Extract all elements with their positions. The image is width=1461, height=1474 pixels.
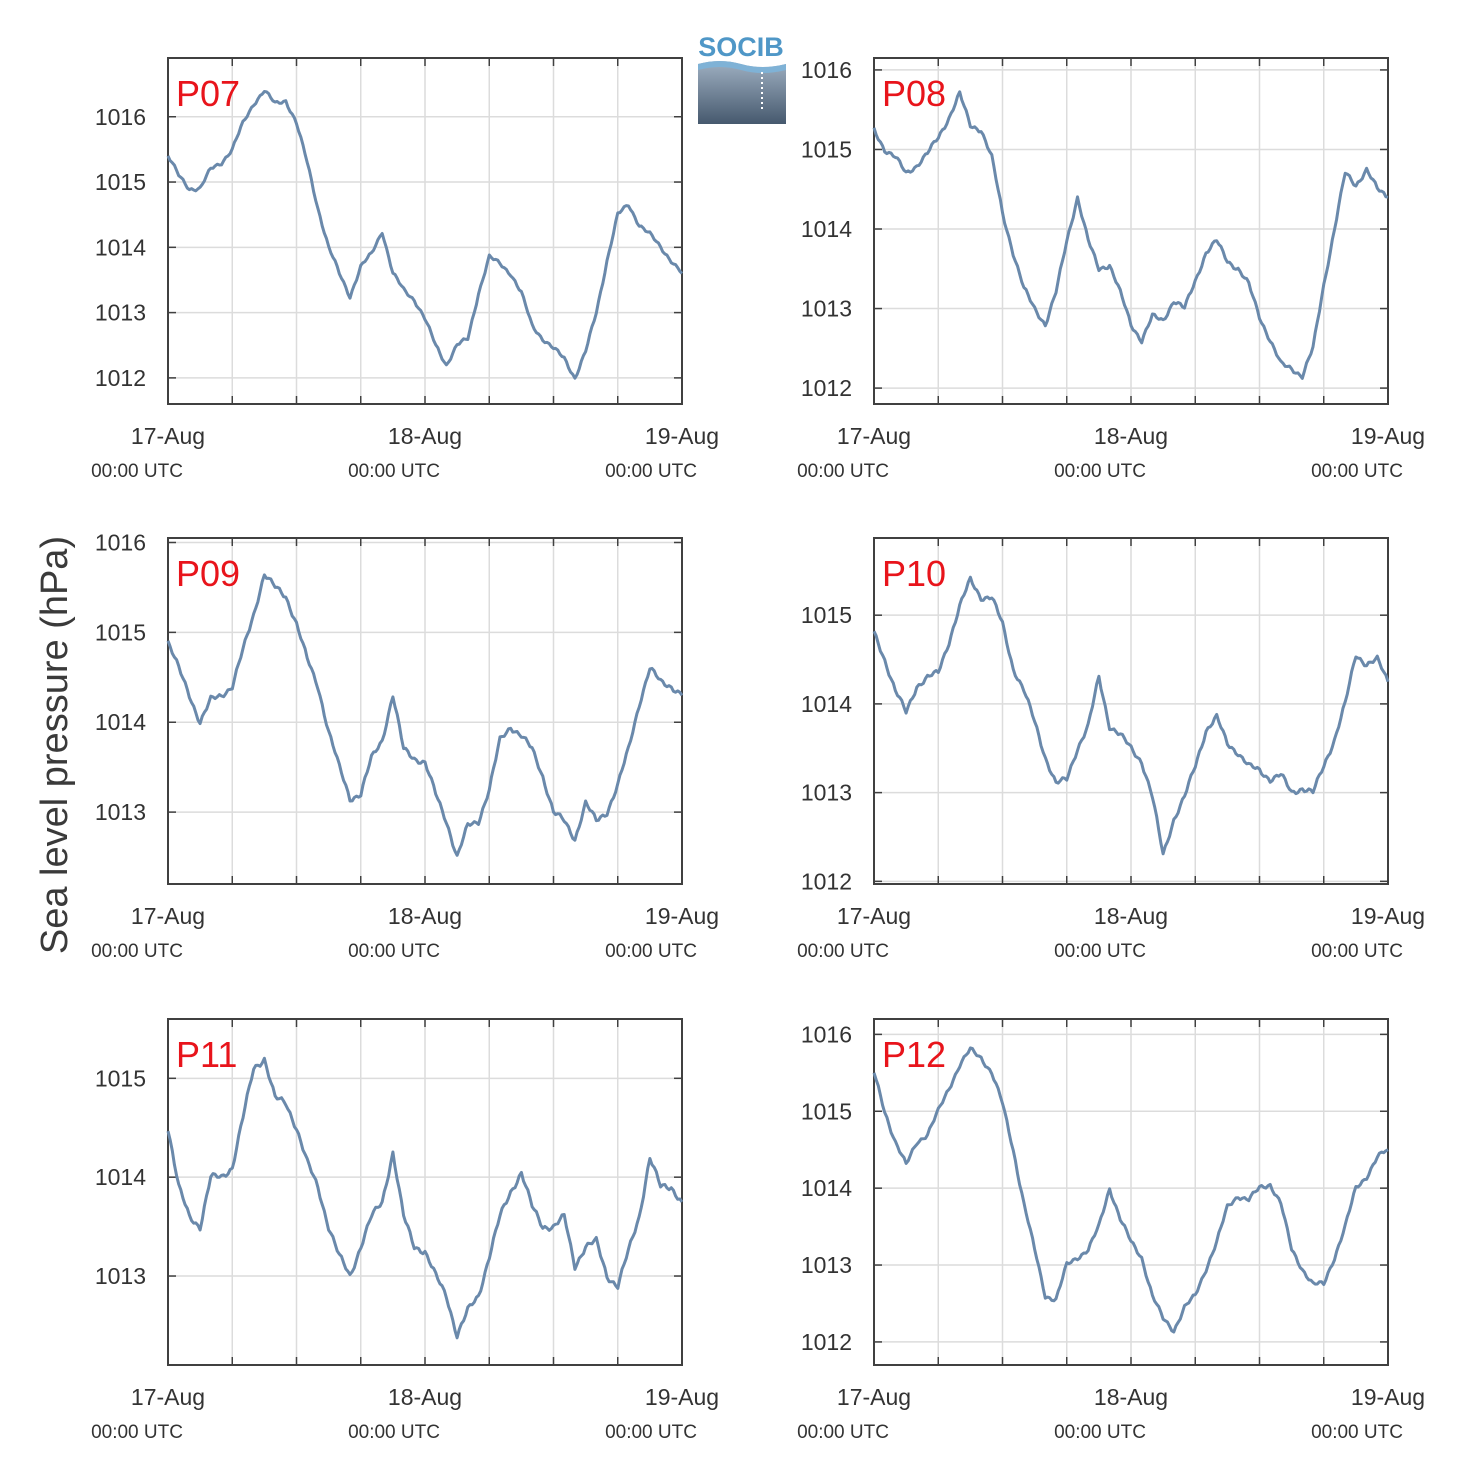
- logo-text: SOCIB: [698, 32, 784, 62]
- y-tick-label: 1014: [801, 691, 852, 717]
- x-tick-label: 19-Aug: [1351, 423, 1425, 449]
- x-tick-sublabel: 00:00 UTC: [1311, 1422, 1403, 1443]
- axes-frame: [873, 1018, 1389, 1366]
- x-tick-sublabel: 00:00 UTC: [1311, 461, 1403, 482]
- x-tick-label: 17-Aug: [131, 423, 205, 449]
- panel-p09: 1013 1014 1015 1016 17-Aug 00:00 UTC 18-Aug 00:…: [91, 529, 719, 962]
- y-tick-label: 1015: [95, 1065, 146, 1091]
- x-tick-sublabel: 00:00 UTC: [348, 461, 440, 482]
- axes-frame: [873, 537, 1389, 885]
- panel-p12: 1012 1013 1014 1015 1016 17-Aug 00:00 UTC 18-Au…: [797, 1018, 1425, 1443]
- x-tick-label: 18-Aug: [1094, 903, 1168, 929]
- x-tick-sublabel: 00:00 UTC: [1054, 941, 1146, 962]
- y-tick-label: 1013: [801, 1252, 852, 1278]
- panel-label: P11: [176, 1034, 237, 1075]
- x-tick-sublabel: 00:00 UTC: [605, 1422, 697, 1443]
- x-tick-sublabel: 00:00 UTC: [797, 1422, 889, 1443]
- x-tick-label: 18-Aug: [388, 1384, 462, 1410]
- x-tick-label: 19-Aug: [645, 1384, 719, 1410]
- x-tick-sublabel: 00:00 UTC: [605, 941, 697, 962]
- x-tick-label: 18-Aug: [388, 423, 462, 449]
- panel-p10: 1012 1013 1014 1015 17-Aug 00:00 UTC 18-Aug 00:…: [797, 537, 1425, 962]
- axes-frame: [873, 57, 1389, 405]
- series-line: [166, 90, 684, 380]
- series-line: [166, 1056, 684, 1340]
- x-tick-sublabel: 00:00 UTC: [91, 1422, 183, 1443]
- socib-logo: SOCIB: [698, 32, 786, 124]
- y-tick-label: 1016: [95, 529, 146, 555]
- x-tick-label: 17-Aug: [837, 1384, 911, 1410]
- panel-label: P12: [882, 1034, 946, 1075]
- x-tick-label: 19-Aug: [645, 903, 719, 929]
- x-tick-sublabel: 00:00 UTC: [348, 1422, 440, 1443]
- y-tick-label: 1016: [95, 104, 146, 130]
- y-tick-label: 1014: [801, 216, 852, 242]
- y-tick-label: 1012: [801, 1329, 852, 1355]
- y-tick-label: 1012: [95, 365, 146, 391]
- x-tick-label: 17-Aug: [131, 903, 205, 929]
- y-tick-label: 1015: [95, 169, 146, 195]
- y-tick-label: 1015: [801, 136, 852, 162]
- x-tick-sublabel: 00:00 UTC: [348, 941, 440, 962]
- x-tick-sublabel: 00:00 UTC: [91, 461, 183, 482]
- panel-label: P07: [176, 73, 240, 114]
- panel-label: P10: [882, 553, 946, 594]
- x-tick-label: 18-Aug: [1094, 423, 1168, 449]
- x-tick-sublabel: 00:00 UTC: [797, 461, 889, 482]
- x-tick-sublabel: 00:00 UTC: [1311, 941, 1403, 962]
- series-line: [872, 90, 1389, 380]
- y-tick-label: 1015: [801, 602, 852, 628]
- y-axis-label: Sea level pressure (hPa): [34, 536, 76, 954]
- x-tick-sublabel: 00:00 UTC: [91, 941, 183, 962]
- x-tick-label: 19-Aug: [1351, 1384, 1425, 1410]
- series-line: [872, 575, 1390, 856]
- panel-p08: 1012 1013 1014 1015 1016 17-Aug 00:00 UTC 18-Au…: [797, 57, 1425, 482]
- x-tick-sublabel: 00:00 UTC: [797, 941, 889, 962]
- panel-p11: 1013 1014 1015 17-Aug 00:00 UTC 18-Aug 00:00 U…: [91, 1018, 719, 1443]
- y-tick-label: 1013: [801, 296, 852, 322]
- y-tick-label: 1013: [95, 799, 146, 825]
- y-tick-label: 1013: [95, 1263, 146, 1289]
- panel-label: P09: [176, 553, 240, 594]
- y-tick-label: 1013: [95, 300, 146, 326]
- x-tick-label: 18-Aug: [388, 903, 462, 929]
- y-tick-label: 1012: [801, 868, 852, 894]
- y-tick-label: 1013: [801, 780, 852, 806]
- x-tick-label: 18-Aug: [1094, 1384, 1168, 1410]
- panel-p07: 1012 1013 1014 1015 1016 17-Aug 00:00 UTC 18-Au…: [91, 57, 719, 482]
- x-tick-label: 17-Aug: [837, 423, 911, 449]
- x-tick-sublabel: 00:00 UTC: [1054, 1422, 1146, 1443]
- x-tick-label: 19-Aug: [645, 423, 719, 449]
- y-tick-label: 1015: [95, 619, 146, 645]
- y-tick-label: 1014: [95, 234, 146, 260]
- x-tick-sublabel: 00:00 UTC: [1054, 461, 1146, 482]
- y-tick-label: 1016: [801, 1021, 852, 1047]
- y-tick-label: 1016: [801, 57, 852, 83]
- x-tick-label: 19-Aug: [1351, 903, 1425, 929]
- y-tick-label: 1012: [801, 375, 852, 401]
- axes-frame: [167, 1018, 683, 1366]
- x-tick-label: 17-Aug: [131, 1384, 205, 1410]
- series-line: [166, 573, 684, 857]
- y-tick-label: 1015: [801, 1098, 852, 1124]
- series-line: [872, 1046, 1389, 1334]
- x-tick-label: 17-Aug: [837, 903, 911, 929]
- y-tick-label: 1014: [95, 709, 146, 735]
- y-tick-label: 1014: [801, 1175, 852, 1201]
- axes-frame: [167, 57, 683, 405]
- x-tick-sublabel: 00:00 UTC: [605, 461, 697, 482]
- panel-label: P08: [882, 73, 946, 114]
- axes-frame: [167, 537, 683, 885]
- y-tick-label: 1014: [95, 1164, 146, 1190]
